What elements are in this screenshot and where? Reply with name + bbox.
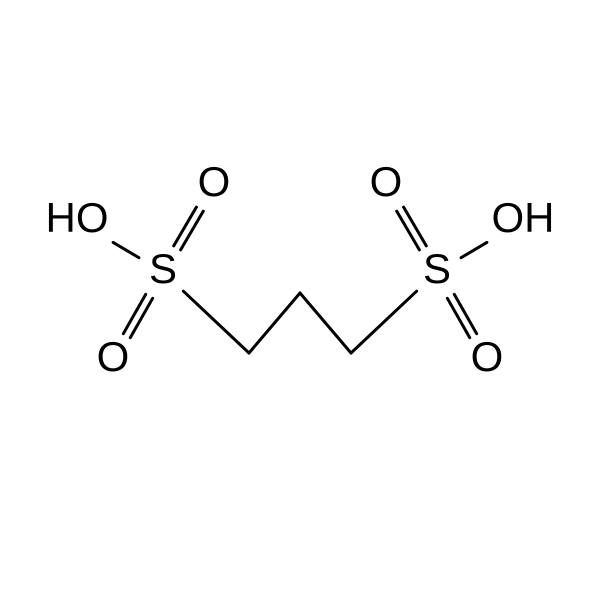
svg-text:S: S: [423, 245, 451, 292]
svg-text:O: O: [471, 333, 504, 380]
svg-text:O: O: [97, 333, 130, 380]
svg-text:OH: OH: [492, 194, 555, 241]
atom-O_Ldn: O: [97, 333, 130, 380]
atom-S_L: S: [149, 245, 177, 292]
atom-S_R: S: [423, 245, 451, 292]
svg-text:S: S: [149, 245, 177, 292]
svg-text:O: O: [198, 158, 231, 205]
atom-OH_L: HO: [46, 194, 109, 241]
molecule-diagram: HOSOOSOOOH: [0, 0, 600, 600]
svg-text:O: O: [370, 158, 403, 205]
atom-OH_R: OH: [492, 194, 555, 241]
atom-O_Lup: O: [198, 158, 231, 205]
atom-O_Rdn: O: [471, 333, 504, 380]
atom-O_Rup: O: [370, 158, 403, 205]
svg-text:HO: HO: [46, 194, 109, 241]
